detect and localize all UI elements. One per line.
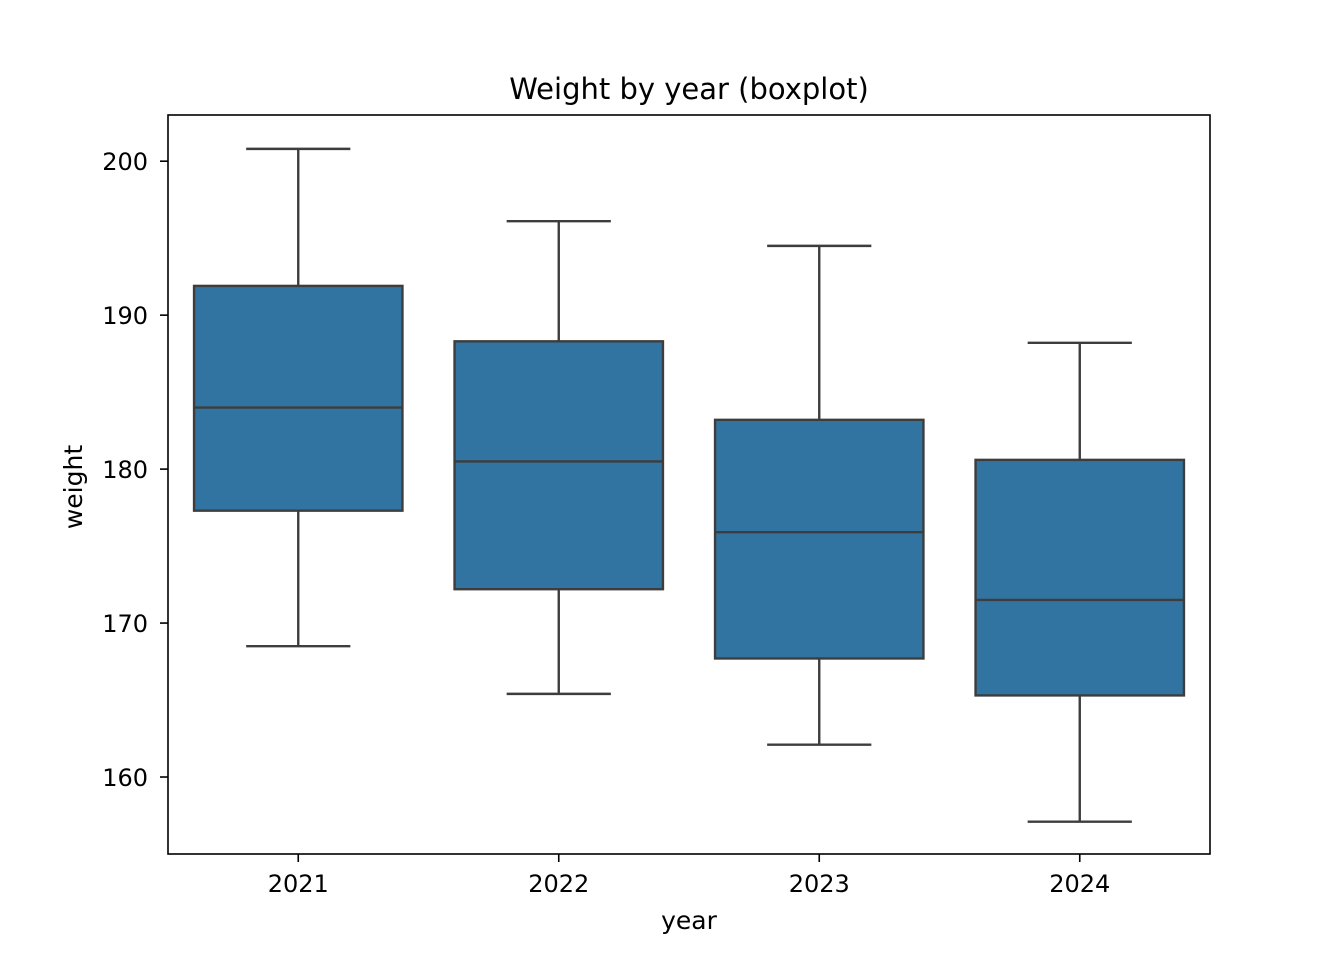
x-tick-label: 2023 xyxy=(789,870,850,898)
y-tick-label: 200 xyxy=(102,148,148,176)
y-tick-label: 160 xyxy=(102,764,148,792)
plot-frame xyxy=(167,114,1211,855)
x-tick-label: 2024 xyxy=(1049,870,1110,898)
x-tick-label: 2022 xyxy=(528,870,589,898)
box-group-2023 xyxy=(713,244,925,746)
box-group-2022 xyxy=(453,220,665,696)
box-group-2024 xyxy=(974,341,1186,823)
y-tick-label: 180 xyxy=(102,456,148,484)
box-iqr xyxy=(974,458,1186,697)
chart-title: Weight by year (boxplot) xyxy=(509,72,869,106)
x-axis: 2021 2022 2023 2024 xyxy=(268,854,1110,898)
box-iqr xyxy=(713,418,925,660)
y-tick-label: 170 xyxy=(102,610,148,638)
box-iqr xyxy=(192,284,404,512)
box-iqr xyxy=(453,340,665,591)
y-axis: 160 170 180 190 200 xyxy=(102,148,168,792)
y-axis-label: weight xyxy=(59,445,88,529)
plot-marks xyxy=(192,147,1186,823)
x-axis-label: year xyxy=(661,906,717,935)
x-tick-label: 2021 xyxy=(268,870,329,898)
box-group-2021 xyxy=(192,147,404,648)
y-tick-label: 190 xyxy=(102,302,148,330)
